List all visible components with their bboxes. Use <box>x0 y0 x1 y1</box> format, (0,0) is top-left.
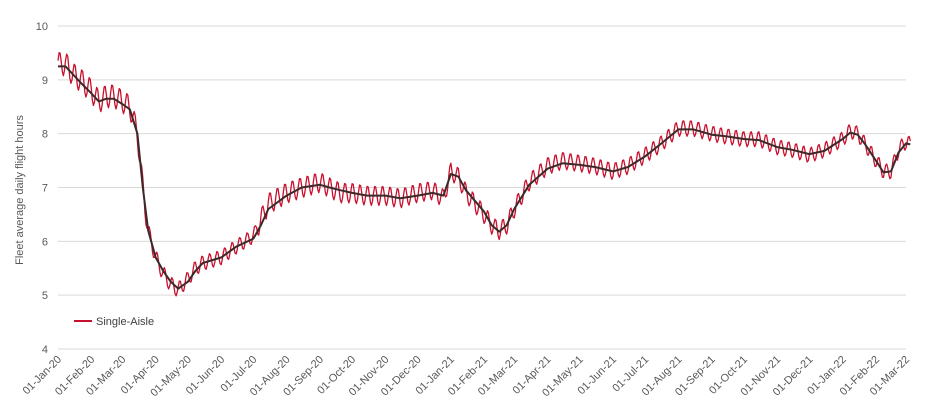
y-tick-label: 7 <box>42 183 48 195</box>
x-axis-ticks: 01-Jan-2001-Feb-2001-Mar-2001-Apr-2001-M… <box>21 354 913 400</box>
y-tick-label: 4 <box>42 344 48 356</box>
y-tick-label: 5 <box>42 290 48 302</box>
legend: Single-Aisle <box>74 316 154 328</box>
y-tick-label: 8 <box>42 129 48 141</box>
legend-label: Single-Aisle <box>96 316 154 328</box>
series-layer <box>57 52 911 297</box>
gridlines <box>58 25 906 350</box>
series-line-single-aisle <box>57 52 911 297</box>
y-axis-label: Fleet average daily flight hours <box>14 115 26 265</box>
y-tick-label: 10 <box>36 21 48 33</box>
trend-line <box>58 65 911 290</box>
y-tick-label: 9 <box>42 75 48 87</box>
y-tick-label: 6 <box>42 236 48 248</box>
y-axis-ticks: 4 5 6 7 8 9 10 <box>36 21 48 356</box>
